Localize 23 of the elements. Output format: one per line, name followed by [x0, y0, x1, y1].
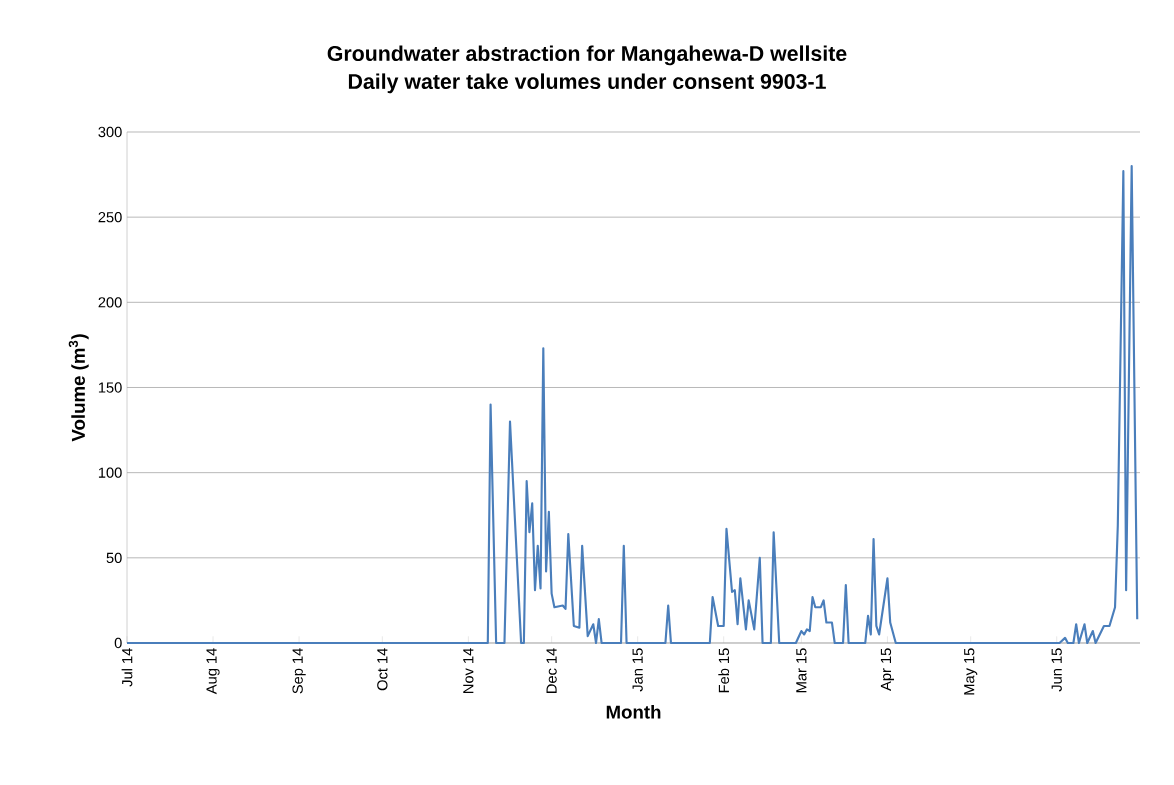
x-tick-label: Dec 14 — [546, 648, 557, 693]
x-tick-label: Jun 15 — [1051, 648, 1062, 692]
x-tick-label: Nov 14 — [463, 648, 474, 693]
x-tick-label: Oct 14 — [377, 648, 388, 691]
x-tick-label: Jul 14 — [121, 648, 133, 687]
x-tick-label: May 15 — [964, 648, 978, 695]
x-axis-title: Month — [606, 704, 661, 719]
y-tick-label: 150 — [98, 382, 122, 393]
x-tick-label: Jan 15 — [632, 648, 643, 692]
y-tick-label: 50 — [106, 552, 122, 564]
x-tick-label: Mar 15 — [796, 648, 807, 693]
x-tick-label: Feb 15 — [718, 648, 730, 693]
x-tick-label: Apr 15 — [880, 648, 894, 691]
x-tick-label: Sep 14 — [292, 648, 306, 694]
y-tick-label: 300 — [98, 126, 122, 138]
y-tick-label: 0 — [114, 637, 122, 649]
y-tick-label: 100 — [98, 467, 122, 478]
y-tick-label: 200 — [98, 297, 122, 308]
x-tick-label: Aug 14 — [206, 648, 220, 695]
chart-title: Groundwater abstraction for Mangahewa-D wellsite — [327, 45, 847, 66]
chart-subtitle: Daily water take volumes under consent 9903-1 — [348, 73, 826, 94]
y-axis-title: Volume (m$^{3}$) — [68, 334, 89, 442]
y-tick-label: 250 — [98, 211, 122, 223]
